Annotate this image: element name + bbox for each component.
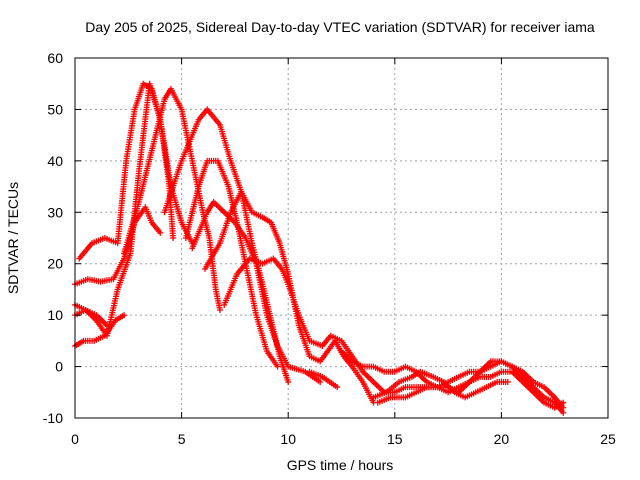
data-point-marker [103, 322, 110, 329]
y-tick-label: 30 [47, 204, 63, 220]
y-tick-label: 10 [47, 307, 63, 323]
data-point-marker [504, 379, 511, 385]
y-tick-label: 40 [47, 153, 63, 169]
y-tick-label: 50 [47, 101, 63, 117]
data-series [72, 80, 567, 416]
data-point-marker [121, 312, 128, 319]
y-axis-label: SDTVAR / TECUs [5, 182, 21, 294]
data-point-marker [285, 379, 292, 385]
y-tick-label: -10 [43, 410, 63, 426]
series-track-14 [374, 368, 567, 411]
y-tick-label: 0 [55, 359, 63, 375]
series-track-5 [72, 301, 110, 329]
x-tick-label: 20 [494, 431, 510, 447]
data-point-marker [157, 229, 164, 236]
data-point-marker [317, 379, 324, 385]
y-tick-label: 60 [47, 50, 63, 66]
series-track-15 [370, 368, 511, 401]
data-point-marker [560, 404, 567, 411]
data-point-marker [274, 363, 281, 370]
x-tick-label: 10 [280, 431, 296, 447]
data-point-marker [560, 399, 567, 406]
y-tick-label: 20 [47, 256, 63, 272]
x-axis-label: GPS time / hours [287, 457, 394, 473]
series-track-3 [72, 80, 196, 339]
x-tick-label: 25 [600, 431, 616, 447]
data-point-marker [216, 307, 223, 313]
data-point-marker [560, 409, 567, 416]
grid-lines [75, 58, 608, 418]
plot-frame [74, 57, 609, 419]
data-point-marker [334, 384, 341, 391]
series-track-9 [189, 199, 324, 385]
axis-ticks: 0 5 10 15 20 25 -10 0 10 20 30 40 50 60 [43, 50, 616, 447]
chart-title: Day 205 of 2025, Sidereal Day-to-day VTE… [85, 19, 595, 35]
x-tick-label: 5 [178, 431, 186, 447]
data-point-marker [170, 235, 177, 241]
x-tick-label: 15 [387, 431, 403, 447]
x-tick-label: 0 [71, 431, 79, 447]
series-track-12 [306, 368, 341, 391]
